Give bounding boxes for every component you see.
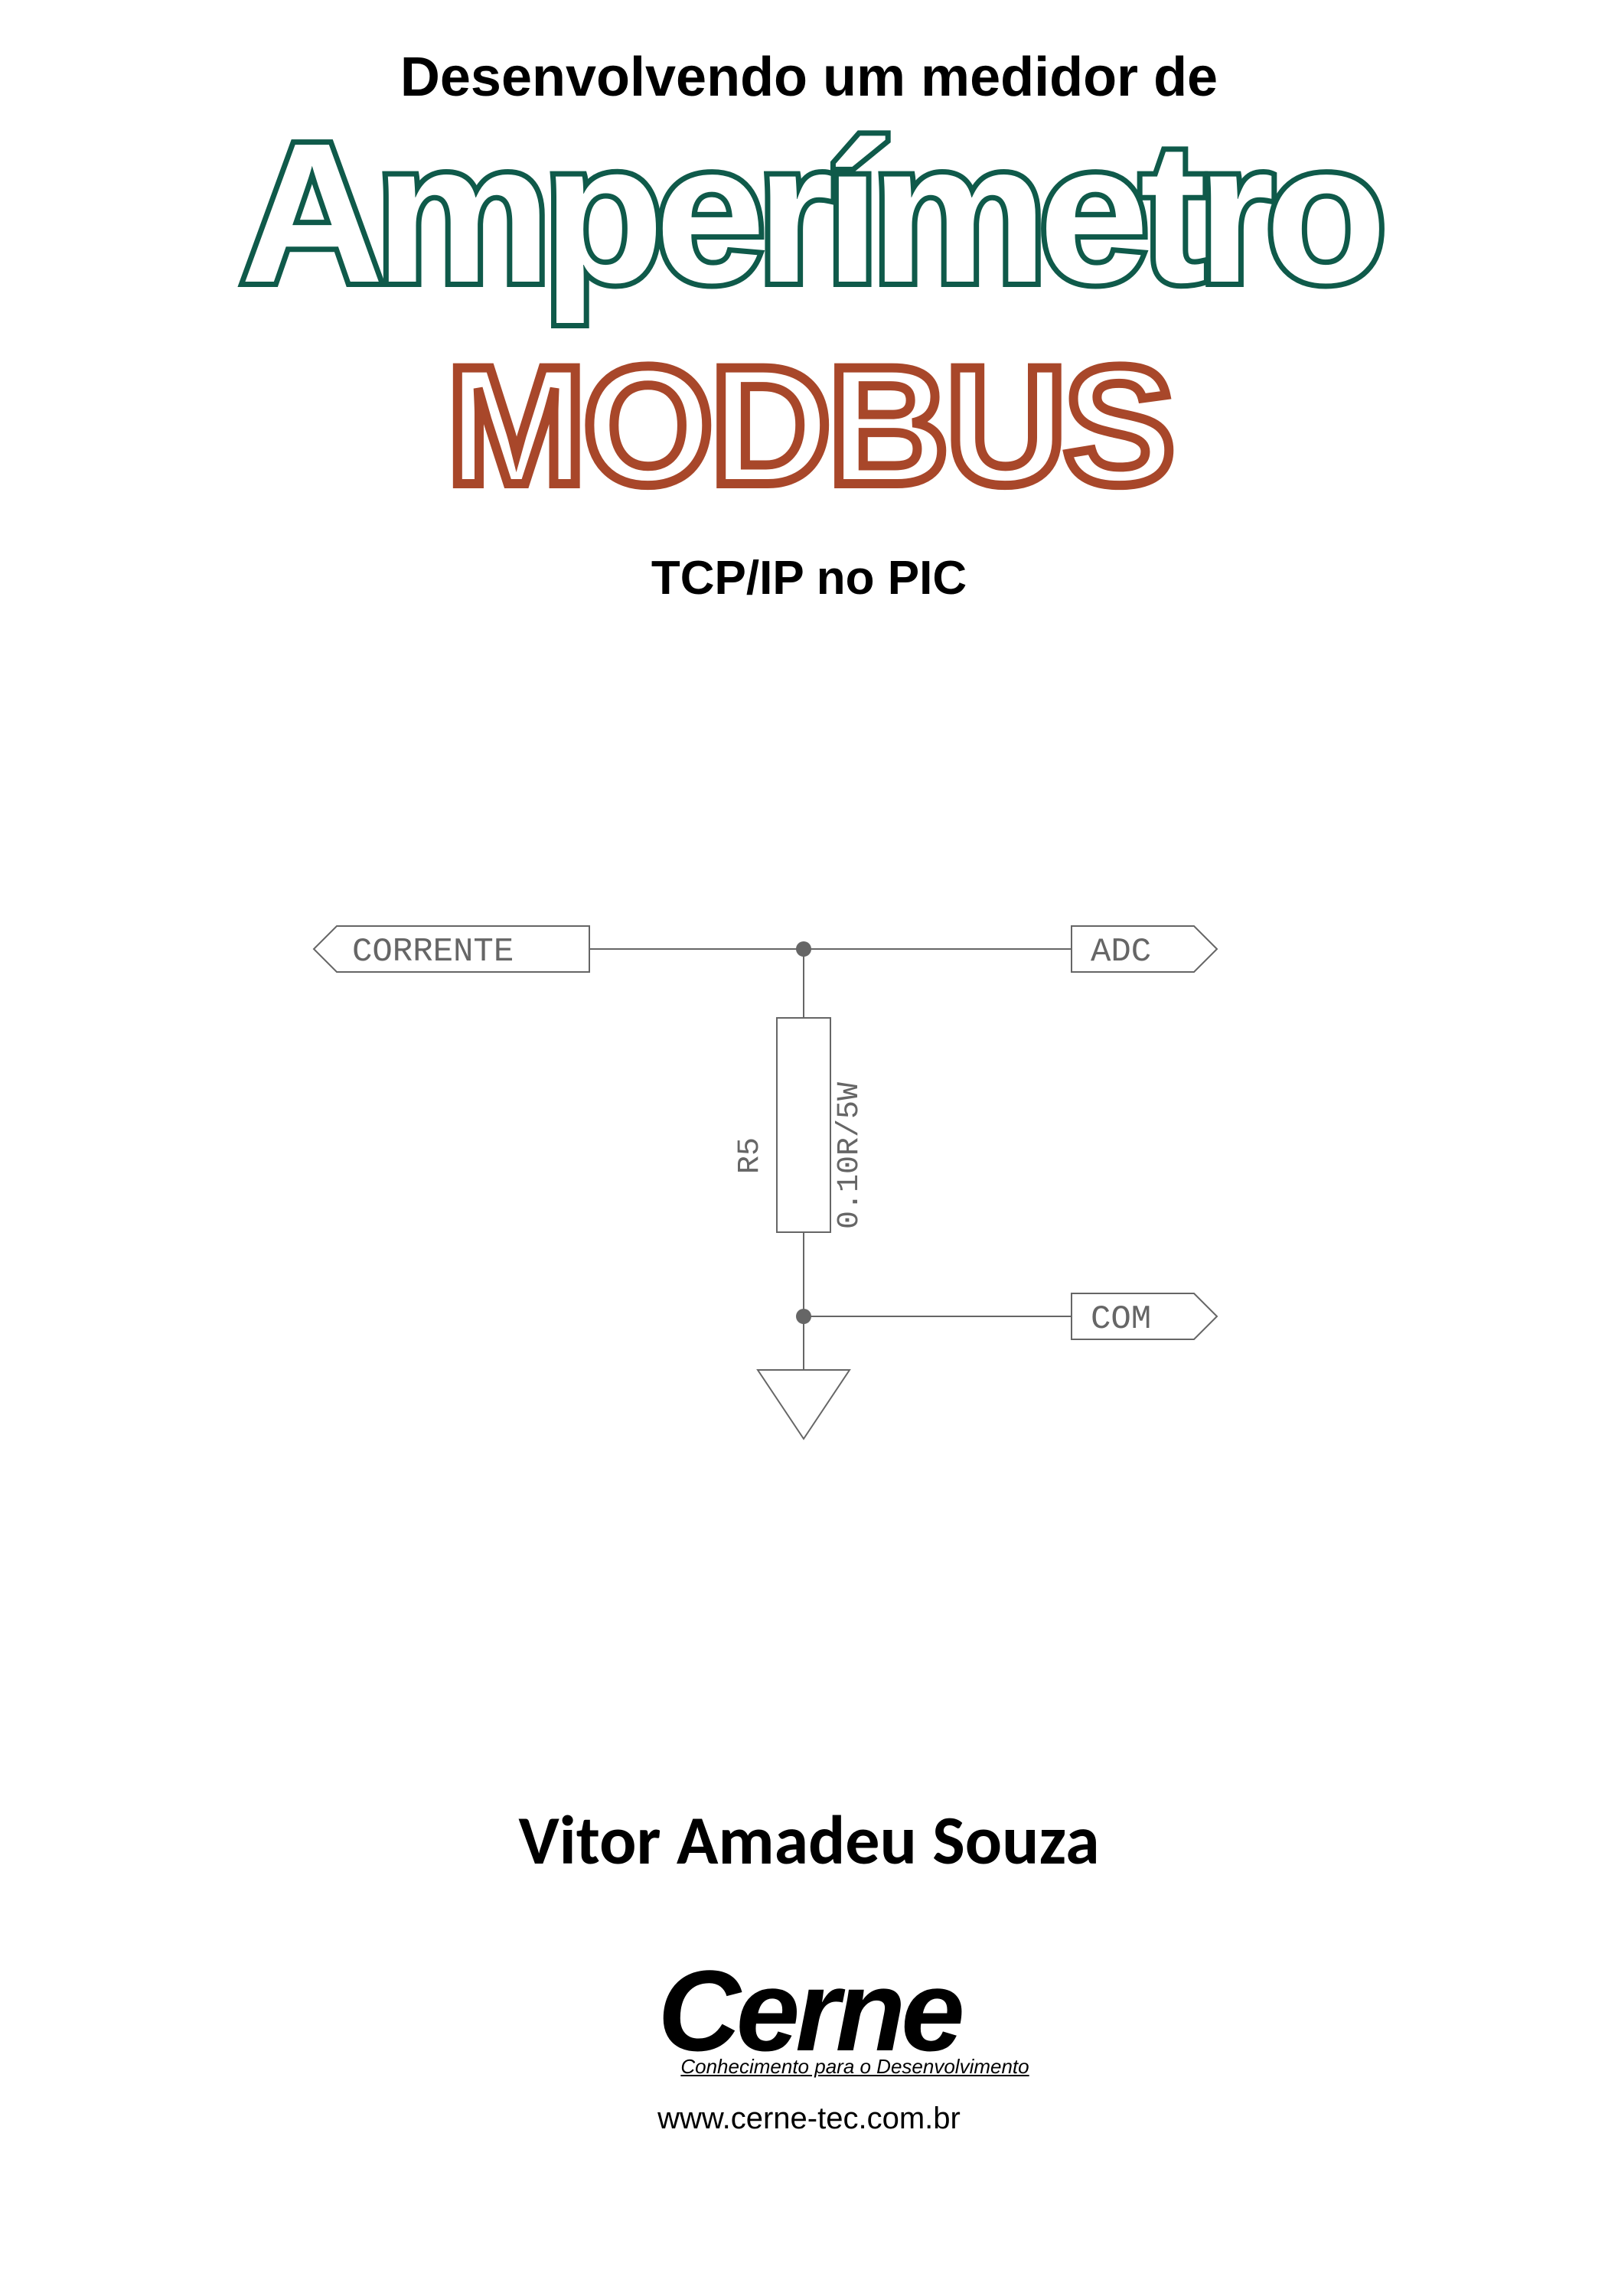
ground-icon bbox=[758, 1370, 850, 1439]
circuit-schematic: CORRENTE ADC R5 0.10R/5W COM bbox=[268, 842, 1339, 1531]
author-name: Vitor Amadeu Souza bbox=[0, 1799, 1618, 1883]
net-adc: ADC bbox=[1072, 926, 1217, 972]
net-corrente-label: CORRENTE bbox=[352, 933, 514, 971]
title-postline: TCP/IP no PIC bbox=[0, 551, 1618, 605]
title-main: Amperímetro bbox=[0, 99, 1618, 328]
resistor-ref: R5 bbox=[733, 1137, 768, 1174]
net-com-label: COM bbox=[1091, 1300, 1151, 1339]
resistor-value: 0.10R/5W bbox=[833, 1082, 867, 1229]
net-adc-label: ADC bbox=[1091, 933, 1151, 971]
resistor-body bbox=[777, 1018, 830, 1232]
logo-tagline: Conhecimento para o Desenvolvimento bbox=[0, 2055, 1618, 2079]
title-sub: MODBUS bbox=[0, 329, 1618, 523]
logo-url: www.cerne-tec.com.br bbox=[0, 2102, 1618, 2136]
net-corrente: CORRENTE bbox=[314, 926, 589, 972]
logo-text: Cerne bbox=[0, 1959, 1618, 2063]
book-cover: Desenvolvendo um medidor de Amperímetro … bbox=[0, 0, 1618, 2296]
publisher-logo: Cerne Conhecimento para o Desenvolviment… bbox=[0, 1959, 1618, 2136]
net-com: COM bbox=[1072, 1293, 1217, 1339]
